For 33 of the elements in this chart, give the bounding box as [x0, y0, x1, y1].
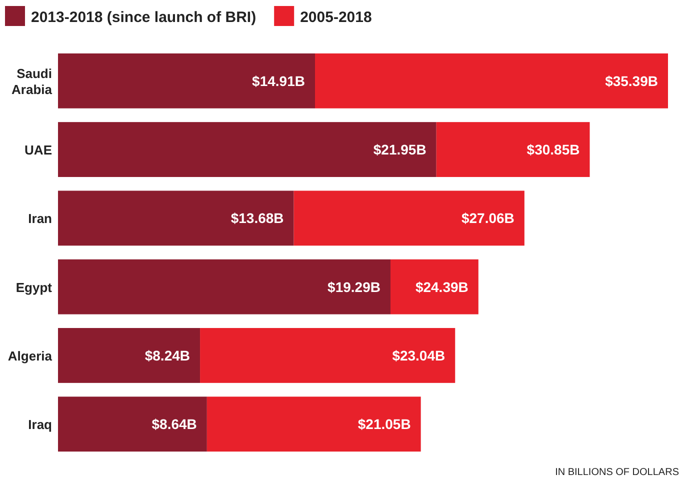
bar — [314, 53, 668, 108]
y-tick-label: Algeria — [8, 348, 53, 364]
bar — [206, 396, 421, 452]
data-label: $8.24B — [144, 347, 190, 364]
text: IN BILLIONS OF DOLLARS — [555, 467, 680, 478]
total-label: $24.39B — [415, 278, 468, 295]
legend-label: 2005-2018 — [300, 9, 372, 26]
bar — [390, 259, 478, 314]
y-tick-label: Iraq — [28, 417, 52, 432]
bar — [58, 328, 200, 383]
total-label: $35.39B — [605, 72, 658, 89]
data-label: $8.64B — [152, 416, 197, 432]
bar — [58, 122, 436, 177]
bar — [58, 190, 294, 246]
data-label: $21.95B — [373, 142, 426, 158]
y-tick-label: UAE — [24, 142, 52, 158]
bar — [58, 259, 390, 314]
y-tick-label: Iran — [28, 211, 52, 226]
total-label: $21.05B — [358, 416, 411, 432]
y-tick-label: Saudi Arabia — [12, 66, 53, 97]
data-label: $13.68B — [230, 210, 284, 226]
total-label: $23.04B — [392, 347, 446, 364]
bar — [436, 122, 590, 177]
legend-label: 2013-2018 (since launch of BRI) — [31, 9, 256, 26]
bar — [200, 328, 456, 383]
total-label: $30.85B — [526, 142, 580, 158]
bar — [58, 53, 315, 108]
data-label: $19.29B — [328, 278, 380, 295]
data-label: $14.91B — [252, 72, 305, 89]
bar — [58, 396, 207, 452]
bar — [294, 190, 524, 246]
y-tick-label: Egypt — [16, 280, 53, 295]
total-label: $27.06B — [461, 210, 514, 226]
